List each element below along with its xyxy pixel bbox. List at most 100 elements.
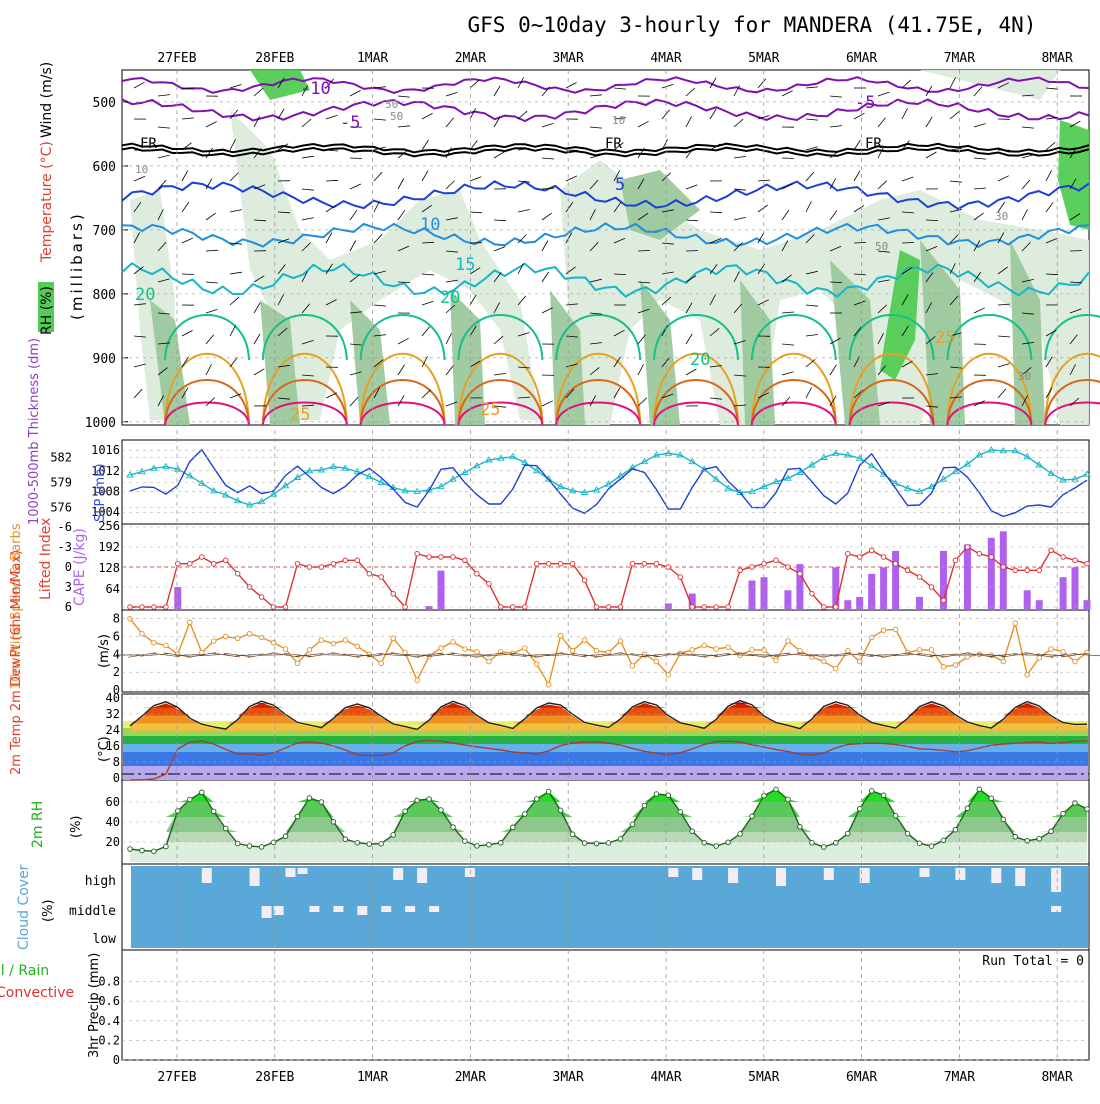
wind10-point [1037,656,1042,661]
wind-barb [182,274,194,275]
ylabel-temp2m-unit: (°C) [97,736,112,762]
lifted-index-point [1049,548,1054,553]
rh2m-point [989,796,994,801]
ylabel-rh2m: 2m RH [30,801,46,848]
temp2m-tick-label: 32 [106,707,120,721]
wind10-point [331,641,336,646]
ylabel-rh2m-unit: (%) [69,816,84,839]
rh2m-point [511,825,516,830]
cape-bar [964,544,971,610]
rh2m-point [499,841,504,846]
wind10-point [211,639,216,644]
panel-precip [122,950,1089,1060]
cape-bar [438,571,445,610]
rh2m-point [1049,829,1054,834]
rh2m-point [690,829,695,834]
wind10-point [618,639,623,644]
cape-bar [988,538,995,610]
cape-tick-label: 192 [98,540,120,554]
wind10-point [786,639,791,644]
rh2m-point [905,831,910,836]
wind10-point [869,635,874,640]
lifted-index-point [1013,568,1018,573]
lifted-index-point [917,575,922,580]
lifted-index-point [427,555,432,560]
wind10-point [1013,621,1018,626]
precip-tick-label: 0 [113,1053,120,1067]
ylabel-wind10-unit: (m/s) [97,634,112,668]
rh2m-point [343,837,348,842]
rh2m-point [654,792,659,797]
wind10-tick-label: 2 [113,665,120,679]
wind-barb [854,243,866,244]
rh2m-point [798,824,803,829]
cloud-clear [465,868,475,877]
contour-label: 10 [420,215,440,235]
pressure-tick-label: 900 [93,352,116,367]
rh2m-point [1001,817,1006,822]
contour-label: FR [865,136,882,152]
rh2m-point [881,793,886,798]
rh2m-point [869,789,874,794]
lifted-index-point [451,555,456,560]
lifted-index-point [391,591,396,596]
wind10-point [690,648,695,653]
wind10-point [570,649,575,654]
wind10-point [271,640,276,645]
contour-label: 25 [935,328,955,348]
rh-fill-2 [130,789,1087,832]
cape-bar [1000,531,1007,610]
panel-slp-thickness [122,440,1089,524]
lifted-index-point [1073,558,1078,563]
date-label-bottom: 27FEB [157,1070,196,1085]
lifted-index-point [379,575,384,580]
lifted-index-point [1037,568,1042,573]
rh2m-point [1073,801,1078,806]
cloud-mid-clear [262,906,272,918]
ylabel-temperature: Temperature (°C) [39,141,55,263]
wind10-point [379,661,384,666]
wind10-point [534,662,539,667]
cloud-clear [991,868,1001,883]
lifted-index-point [630,561,635,566]
cloud-mid-clear [333,906,343,912]
contour-label: 30 [1018,370,1031,383]
contour-label: 15 [455,255,475,275]
cloud-mid-clear [405,906,415,912]
date-label-bottom: 2MAR [455,1070,486,1085]
lifted-index-point [235,571,240,576]
rh2m-point [534,797,539,802]
lifted-index-point [223,558,228,563]
contour-label: 30 [995,210,1008,223]
lifted-index-point [439,555,444,560]
wind10-point [523,646,528,651]
contour-label: 50 [390,110,403,123]
rh2m-point [439,808,444,813]
wind10-point [917,648,922,653]
wind-barb [398,282,410,283]
ylabel-wind: Wind (m/s) [39,62,55,138]
cloud-clear [1051,868,1061,892]
wind10-tick-label: 6 [113,630,120,644]
wind10-point [630,664,635,669]
thickness-tick-label: 579 [50,476,72,490]
wind10-point [283,647,288,652]
rh2m-point [570,832,575,837]
cloud-clear [286,868,296,877]
rh2m-point [846,831,851,836]
date-label-bottom: 8MAR [1042,1070,1073,1085]
rh2m-point [164,844,169,849]
contour-label: -10 [300,79,331,99]
li-tick-label: 6 [65,600,72,614]
rh2m-point [666,793,671,798]
rh2m-point [738,832,743,837]
wind10-point [702,643,707,648]
wind10-point [475,649,480,654]
thickness-tick-label: 576 [50,501,72,515]
ylabel-precip-convective: Convective [0,985,74,1001]
lifted-index-point [989,555,994,560]
rh2m-point [1013,835,1018,840]
contour-label: 25 [480,400,500,420]
cloud-clear [417,868,427,883]
lifted-index-point [176,561,181,566]
